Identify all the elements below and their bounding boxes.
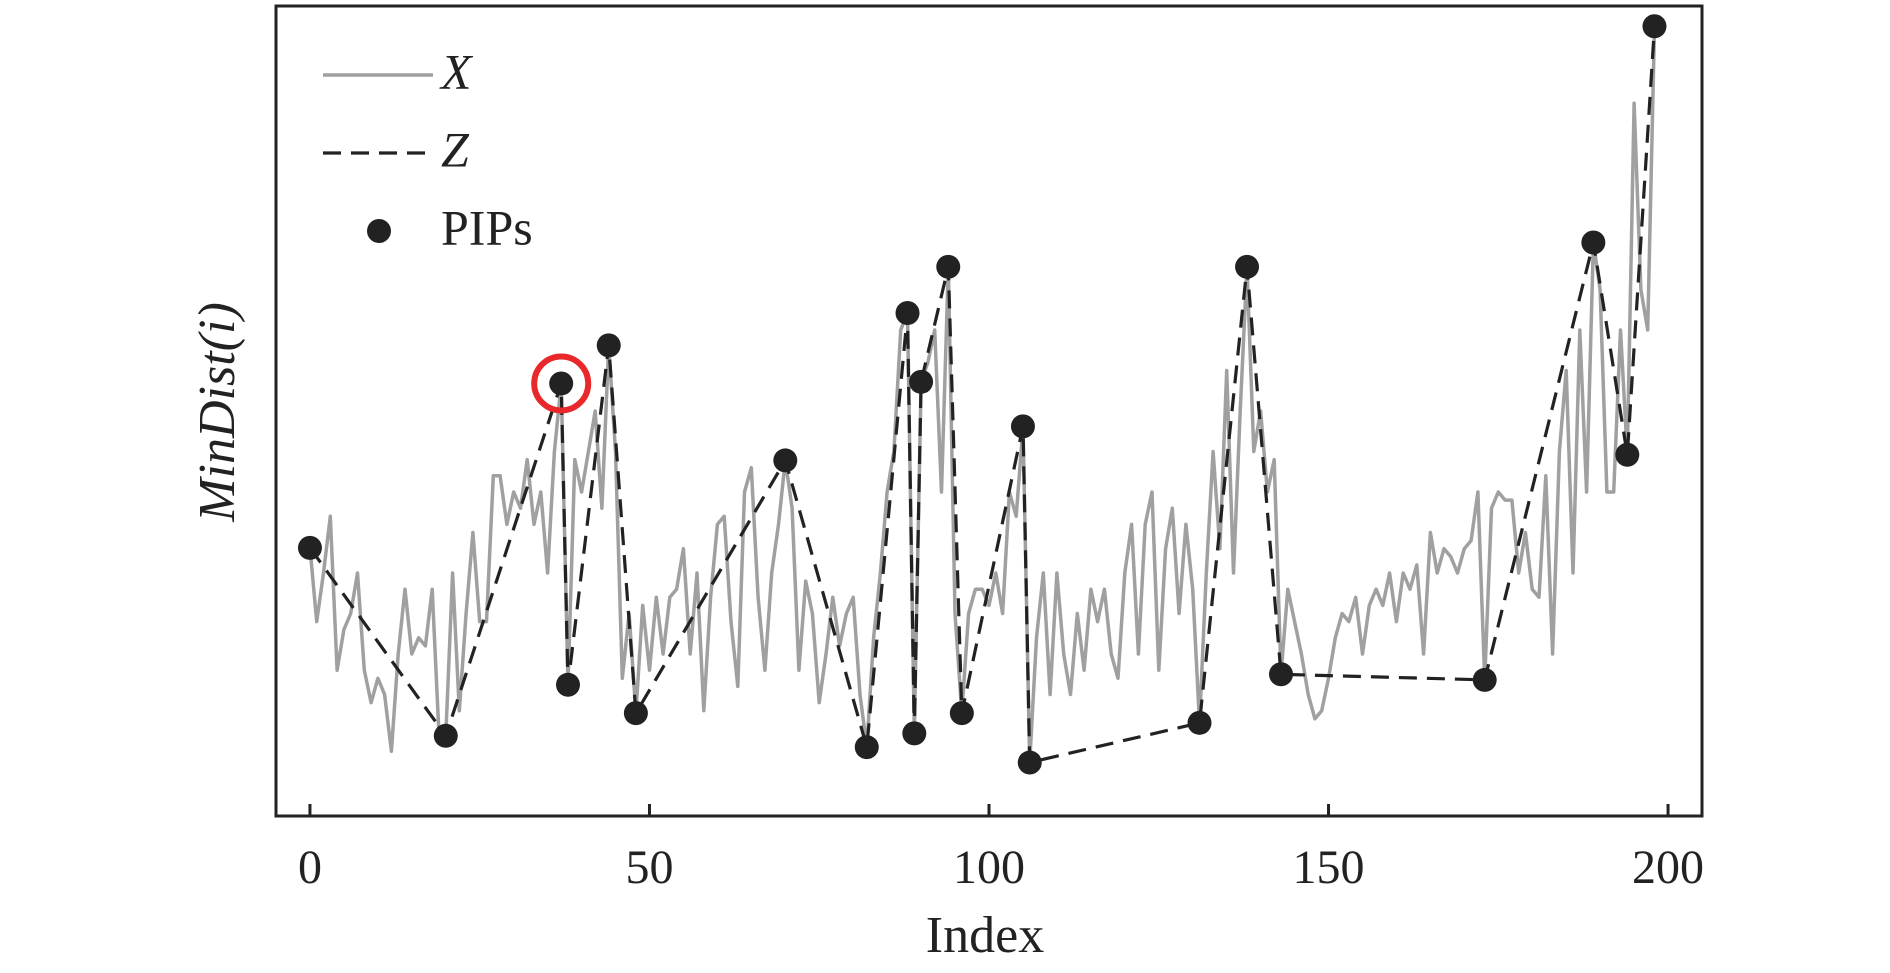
pip-marker — [555, 672, 580, 697]
pip-marker — [1615, 442, 1640, 467]
pip-marker — [936, 254, 961, 279]
highlight-ring — [531, 353, 592, 414]
x-tick-label: 0 — [298, 841, 322, 894]
pip-marker — [1268, 662, 1293, 687]
pip-marker — [902, 721, 927, 746]
legend-marker — [367, 219, 391, 243]
y-axis-label: MinDist(i) — [189, 302, 246, 523]
pip-marker — [949, 701, 974, 726]
x-tick-label: 150 — [1293, 841, 1365, 894]
pip-marker — [1010, 414, 1035, 439]
x-tick-label: 50 — [625, 841, 673, 894]
pip-marker — [297, 535, 322, 560]
legend-label: PIPs — [441, 199, 533, 255]
x-tick-label: 100 — [953, 841, 1025, 894]
legend-label: Z — [441, 121, 470, 177]
pip-marker — [1017, 750, 1042, 775]
series-line — [308, 26, 1657, 765]
pip-marker — [433, 723, 458, 748]
pip-marker — [1472, 667, 1497, 692]
pip-marker — [1235, 254, 1260, 279]
pip-marker — [854, 735, 879, 760]
pip-marker — [895, 300, 920, 325]
series-line — [308, 26, 1657, 765]
pip-marker — [623, 701, 648, 726]
pip-marker — [1187, 710, 1212, 735]
x-axis-label: Index — [926, 907, 1044, 964]
pip-marker — [1642, 14, 1667, 39]
pip-marker — [596, 333, 621, 358]
plot-frame — [274, 4, 1704, 818]
pip-marker — [1581, 230, 1606, 255]
pip-marker — [773, 448, 798, 473]
pip-marker — [549, 371, 574, 396]
x-tick-label: 200 — [1632, 841, 1704, 894]
legend-label: X — [439, 43, 474, 99]
pip-marker — [909, 369, 934, 394]
